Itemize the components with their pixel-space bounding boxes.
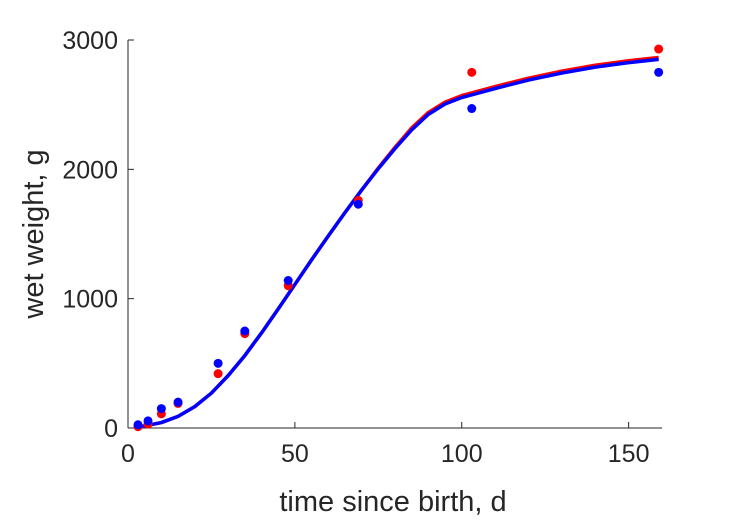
data-point-series-2 <box>283 276 293 286</box>
data-point-series-2 <box>240 326 250 336</box>
y-tick-label: 0 <box>104 415 118 443</box>
x-tick-label: 150 <box>608 440 650 468</box>
data-point-series-1 <box>654 44 664 54</box>
data-point-series-2 <box>173 397 183 407</box>
data-point-series-1 <box>213 369 223 379</box>
series-layer <box>133 44 664 432</box>
y-tick-label: 3000 <box>62 27 118 55</box>
x-axis-label: time since birth, d <box>279 486 506 518</box>
y-tick-label: 2000 <box>62 156 118 184</box>
x-tick-label: 100 <box>441 440 483 468</box>
axes: 0 50 100 150 0 1000 2000 3000 <box>62 27 662 468</box>
data-point-series-2 <box>467 104 477 114</box>
data-point-series-2 <box>213 358 223 368</box>
y-tick-label: 1000 <box>62 286 118 314</box>
data-point-series-1 <box>467 67 477 77</box>
y-axis-label: wet weight, g <box>18 149 50 319</box>
series-line-2 <box>137 57 659 429</box>
x-tick-label: 0 <box>121 440 135 468</box>
data-point-series-2 <box>353 199 363 209</box>
data-point-series-2 <box>654 67 664 77</box>
data-point-series-2 <box>143 416 153 426</box>
data-point-series-2 <box>156 404 166 414</box>
data-point-series-2 <box>133 420 143 430</box>
x-tick-label: 50 <box>281 440 309 468</box>
